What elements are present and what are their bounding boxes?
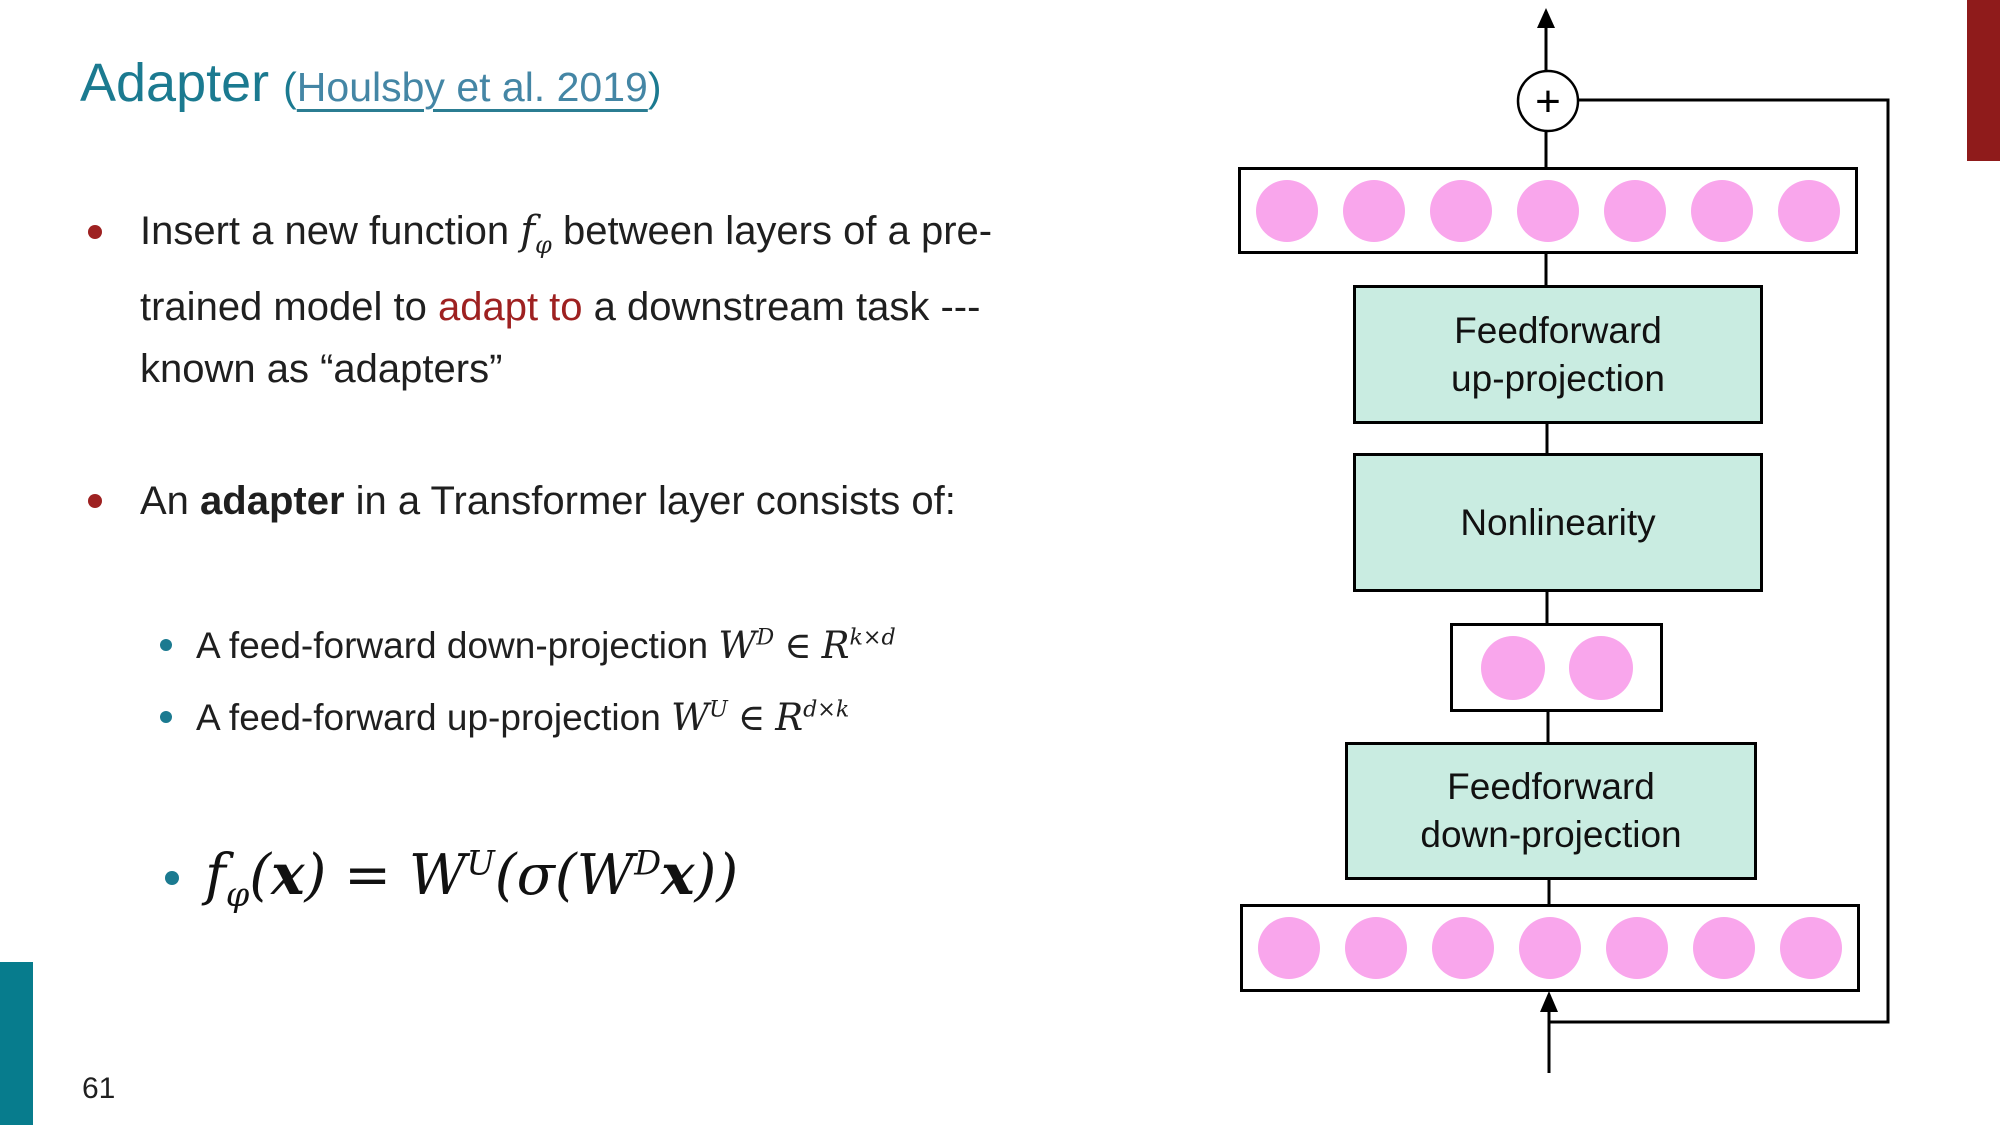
text-run: A feed-forward up-projection bbox=[196, 696, 672, 738]
feedforward-down-projection-box: Feedforward down-projection bbox=[1345, 742, 1757, 880]
text-run: Insert a new function bbox=[140, 209, 521, 253]
box-label-line: Feedforward bbox=[1454, 309, 1662, 351]
math-equals: ) = bbox=[304, 842, 409, 908]
bullet-insert-function: Insert a new function fφ between layers … bbox=[88, 200, 992, 400]
subbullet-text: A feed-forward up-projection WU ∈ Rd×k bbox=[196, 696, 849, 739]
subbullet-up-projection: A feed-forward up-projection WU ∈ Rd×k bbox=[160, 685, 849, 749]
box-label-line: Nonlinearity bbox=[1460, 501, 1656, 543]
math-W: W bbox=[576, 842, 635, 908]
paren-open: ( bbox=[283, 64, 297, 110]
corner-accent-teal bbox=[0, 962, 33, 1125]
math-W: W bbox=[408, 842, 467, 908]
element-of-symbol: ∈ bbox=[784, 623, 812, 667]
text-run: in a Transformer layer consists of: bbox=[344, 478, 956, 523]
text-run: trained model to bbox=[140, 285, 438, 329]
token-circle bbox=[1568, 635, 1633, 700]
bottleneck-state-row bbox=[1450, 623, 1663, 712]
math-R: R bbox=[821, 623, 850, 667]
formula-bullet: fφ(x) = WU(σ(WDx)) bbox=[165, 836, 738, 920]
title-citation: (Houlsby et al. 2019) bbox=[283, 64, 661, 111]
plus-icon: + bbox=[1535, 77, 1561, 126]
math-f: f bbox=[520, 208, 536, 254]
math-sup: k×d bbox=[849, 624, 896, 651]
bullet-marker-icon bbox=[88, 494, 102, 508]
math-sup: U bbox=[466, 843, 495, 883]
token-circle bbox=[1345, 917, 1407, 979]
math-Rdk: Rd×k bbox=[775, 696, 849, 739]
corner-accent-red bbox=[1967, 0, 2000, 161]
slide-title: Adapter (Houlsby et al. 2019) bbox=[80, 52, 661, 114]
text-run: between layers of a pre- bbox=[551, 209, 993, 253]
token-circle bbox=[1432, 917, 1494, 979]
bullet-text: Insert a new function fφ between layers … bbox=[140, 200, 992, 400]
math-Rkd: Rk×d bbox=[822, 624, 896, 667]
math-f-phi: fφ bbox=[520, 208, 552, 259]
subbullet-marker-icon bbox=[165, 871, 179, 885]
text-run: A feed-forward down-projection bbox=[196, 624, 719, 666]
box-label-line: Feedforward bbox=[1447, 766, 1655, 807]
bullet-line-2: trained model to adapt to a downstream t… bbox=[140, 276, 992, 338]
bullet-line-3: known as “adapters” bbox=[140, 347, 503, 391]
hidden-state-row-input bbox=[1240, 904, 1860, 992]
text-run: a downstream task --- bbox=[582, 285, 981, 329]
math-sup: d×k bbox=[803, 696, 850, 723]
subbullet-text: A feed-forward down-projection WD ∈ Rk×d bbox=[196, 624, 896, 667]
page-title: Adapter bbox=[80, 53, 270, 113]
bold-adapter: adapter bbox=[200, 478, 345, 523]
math-paren: ( bbox=[249, 842, 272, 908]
math-phi-sub: φ bbox=[535, 231, 552, 259]
subbullet-marker-icon bbox=[160, 639, 172, 651]
bullet-text: An adapter in a Transformer layer consis… bbox=[140, 479, 956, 524]
token-circle bbox=[1343, 179, 1405, 242]
math-phi-sub: φ bbox=[225, 875, 250, 915]
output-arrowhead-icon bbox=[1537, 8, 1555, 28]
nonlinearity-box: Nonlinearity bbox=[1353, 453, 1763, 592]
math-WD: WD bbox=[718, 624, 774, 667]
skip-connection-line bbox=[1550, 98, 1890, 1024]
box-label-line: down-projection bbox=[1420, 814, 1682, 855]
math-WU: WU bbox=[671, 696, 728, 739]
math-W: W bbox=[671, 695, 710, 739]
bullet-marker-icon bbox=[88, 225, 102, 239]
subbullet-marker-icon bbox=[160, 711, 172, 723]
math-R: R bbox=[775, 695, 804, 739]
token-circle bbox=[1604, 179, 1666, 242]
text-run: An bbox=[140, 478, 201, 523]
highlight-adapt-to: adapt to bbox=[437, 285, 583, 329]
math-sigma-paren: (σ( bbox=[494, 842, 577, 908]
token-circle bbox=[1691, 179, 1753, 242]
token-circle bbox=[1606, 917, 1668, 979]
token-circle bbox=[1430, 179, 1492, 242]
box-label-line: up-projection bbox=[1451, 357, 1665, 399]
token-circle bbox=[1778, 179, 1840, 242]
math-W: W bbox=[718, 623, 757, 667]
sum-node-circle bbox=[1516, 69, 1580, 133]
feedforward-up-projection-box: Feedforward up-projection bbox=[1353, 285, 1763, 424]
math-x-bold: x bbox=[271, 841, 305, 908]
math-sup: D bbox=[634, 843, 662, 883]
input-arrowhead-icon bbox=[1540, 991, 1558, 1012]
bullet-adapter-consists: An adapter in a Transformer layer consis… bbox=[88, 470, 956, 532]
paren-close: ) bbox=[647, 64, 662, 110]
page-number: 61 bbox=[82, 1072, 116, 1105]
math-paren: )) bbox=[694, 842, 739, 908]
subbullet-down-projection: A feed-forward down-projection WD ∈ Rk×d bbox=[160, 613, 896, 677]
math-sup: U bbox=[709, 696, 728, 723]
token-circle bbox=[1780, 917, 1842, 979]
token-circle bbox=[1519, 917, 1581, 979]
citation-link[interactable]: Houlsby et al. 2019 bbox=[296, 64, 648, 110]
adapter-formula: fφ(x) = WU(σ(WDx)) bbox=[205, 842, 738, 914]
math-sup: D bbox=[756, 624, 775, 651]
hidden-state-row-output bbox=[1238, 167, 1858, 254]
token-circle bbox=[1258, 917, 1320, 979]
math-f: f bbox=[205, 842, 226, 908]
bullet-line-1: Insert a new function fφ between layers … bbox=[140, 200, 992, 276]
token-circle bbox=[1693, 917, 1755, 979]
token-circle bbox=[1256, 179, 1318, 242]
token-circle bbox=[1480, 635, 1545, 700]
math-x-bold: x bbox=[661, 841, 695, 908]
token-circle bbox=[1517, 179, 1579, 242]
element-of-symbol: ∈ bbox=[737, 695, 766, 739]
